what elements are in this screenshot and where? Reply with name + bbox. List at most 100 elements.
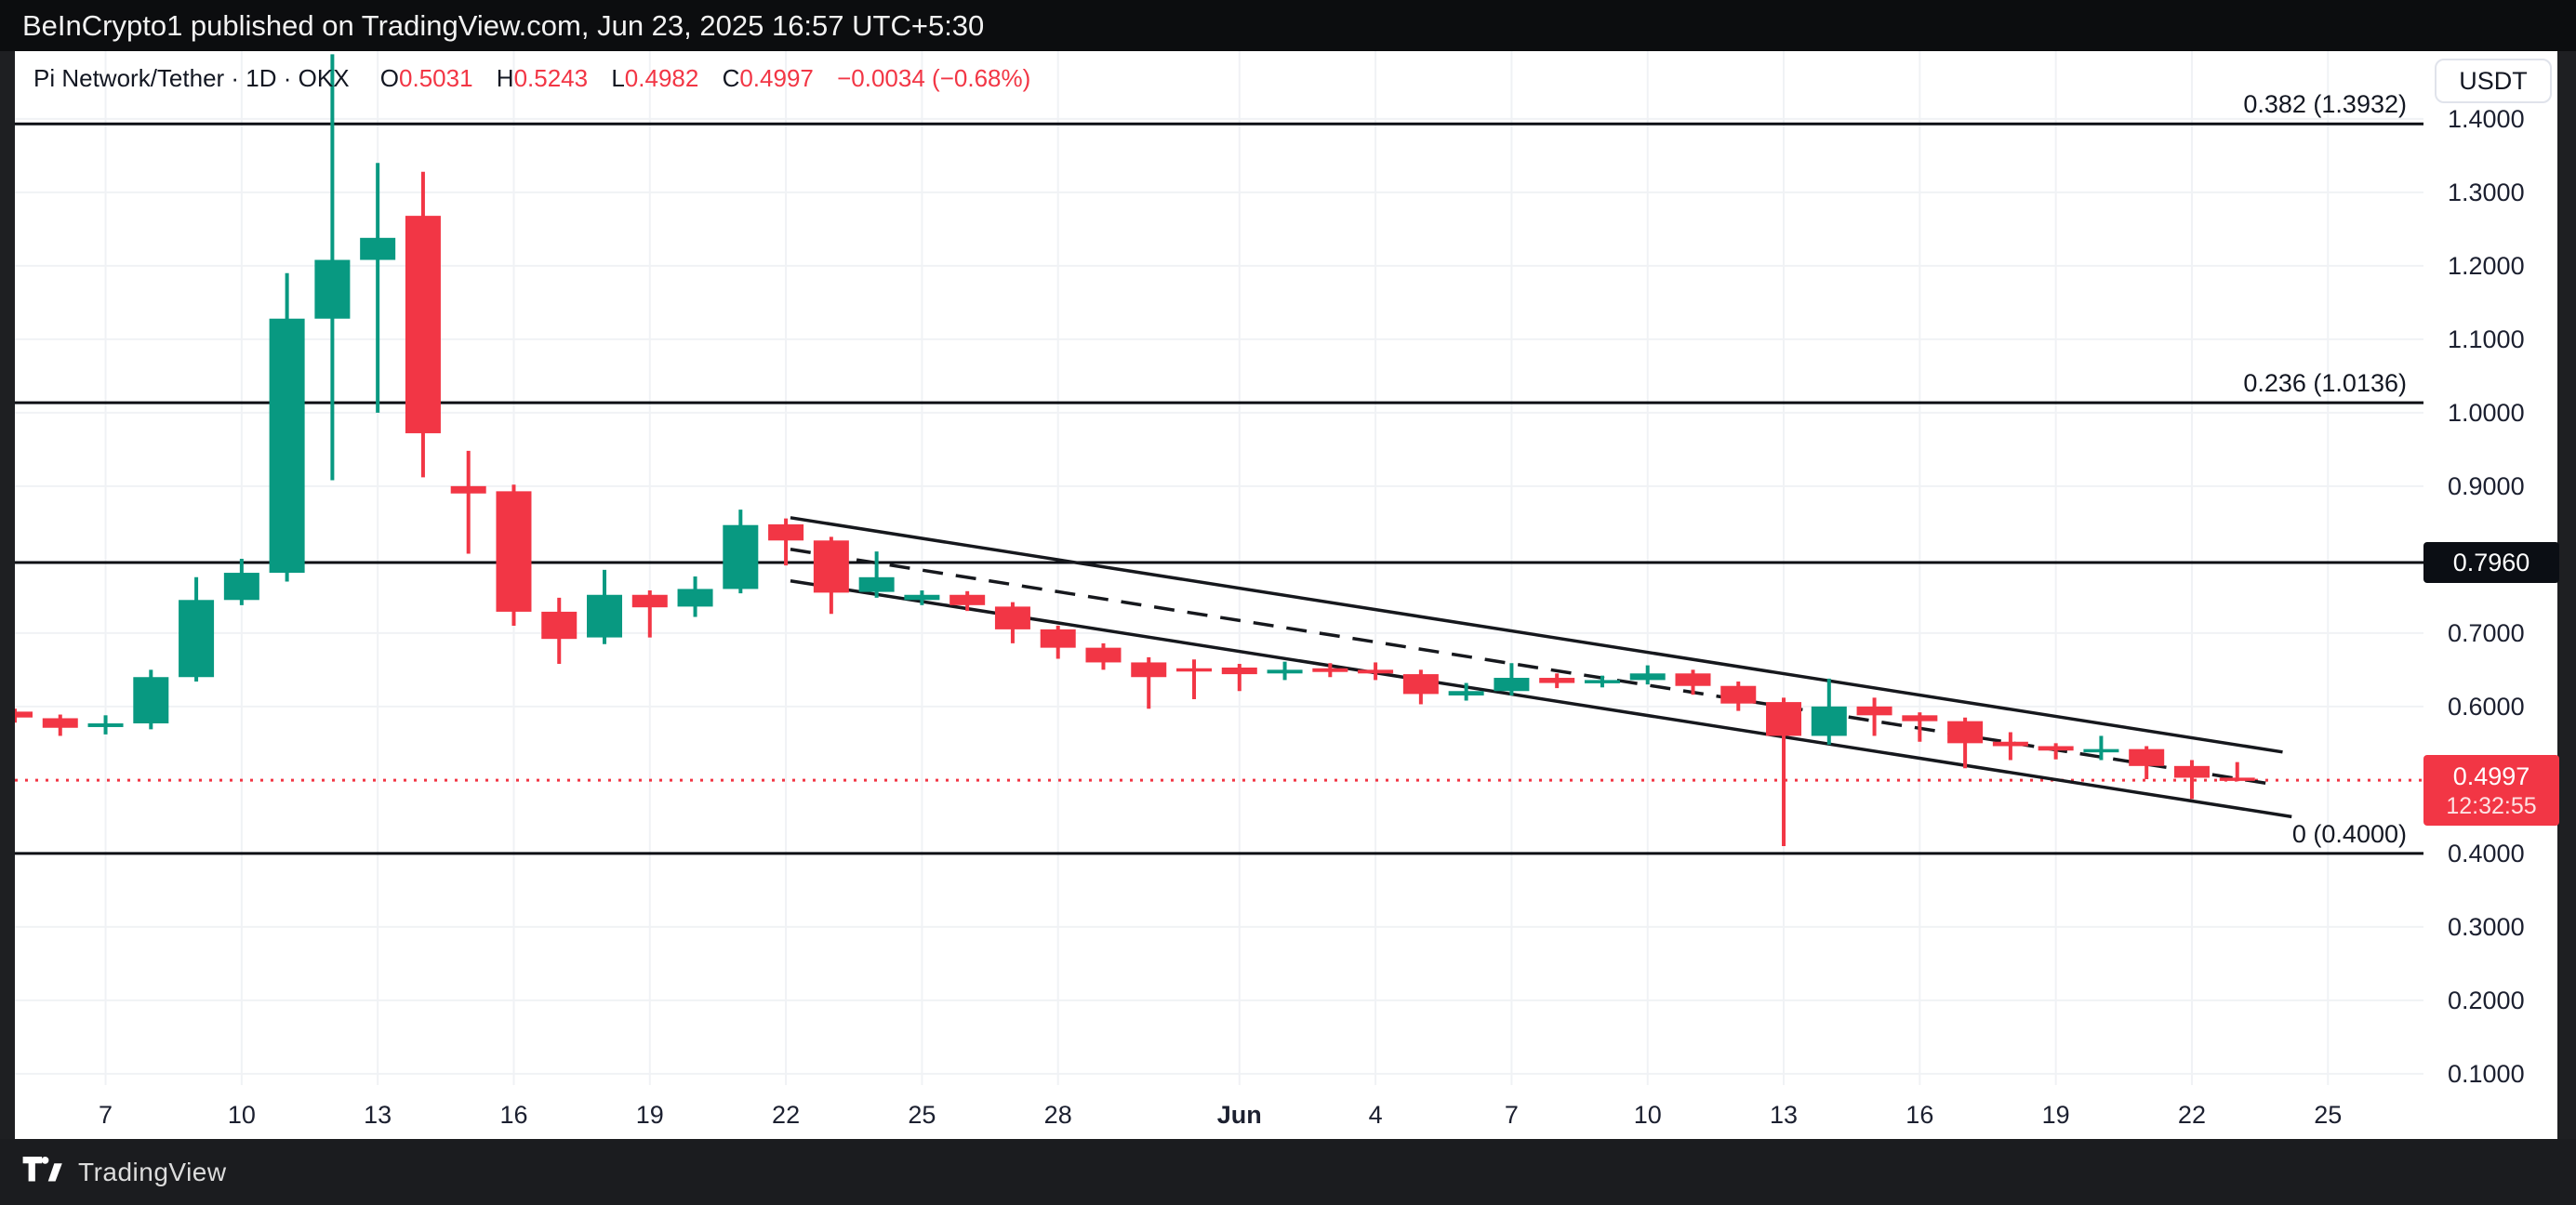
time-axis-label: 25 <box>908 1101 936 1129</box>
time-axis-label: 25 <box>2314 1101 2343 1129</box>
price-axis-label: 0.9000 <box>2448 471 2525 500</box>
candle-body <box>1221 667 1257 675</box>
time-axis-label: 28 <box>1043 1101 1072 1129</box>
close-label: C <box>722 64 740 92</box>
chart-panel: Pi Network/Tether · 1D · OKX O0.5031 H0.… <box>15 51 2559 1139</box>
candle-body <box>87 723 124 727</box>
candle-body <box>1494 678 1530 692</box>
candle-body <box>133 677 169 724</box>
last-price-badge: 0.4997 12:32:55 <box>2423 755 2559 826</box>
candle-body <box>813 540 849 593</box>
time-axis-label: 19 <box>635 1101 664 1129</box>
candle-body <box>1040 629 1076 648</box>
candle-body <box>631 594 668 608</box>
tradingview-logo-icon[interactable] <box>22 1156 65 1188</box>
candle-body <box>994 606 1030 629</box>
symbol-legend: Pi Network/Tether · 1D · OKX O0.5031 H0.… <box>33 64 1030 93</box>
candle-body <box>1085 647 1122 663</box>
candle-body <box>223 573 259 601</box>
price-axis-label: 1.4000 <box>2448 104 2525 133</box>
candle-body <box>1539 678 1575 683</box>
fib-label-0236: 0.236 (1.0136) <box>2243 369 2407 397</box>
price-axis-label: 0.6000 <box>2448 692 2525 721</box>
channel-lower-line <box>790 579 2292 819</box>
time-axis-label: 16 <box>1905 1101 1934 1129</box>
candle-body <box>1312 668 1348 672</box>
candle-countdown: 12:32:55 <box>2446 793 2537 819</box>
attribution-text: BeInCrypto1 published on TradingView.com… <box>22 8 985 42</box>
candle-body <box>1267 669 1303 674</box>
candle-body <box>1131 662 1167 678</box>
price-axis-label: 0.2000 <box>2448 986 2525 1014</box>
time-axis-label: 16 <box>499 1101 528 1129</box>
high-label: H <box>496 64 514 92</box>
time-axis-label: 13 <box>364 1101 392 1129</box>
open-value: 0.5031 <box>399 64 473 92</box>
price-axis-label: 1.3000 <box>2448 178 2525 206</box>
price-axis-label: 0.7000 <box>2448 618 2525 647</box>
time-axis-label: 7 <box>99 1101 113 1129</box>
time-axis-label: 22 <box>2177 1101 2206 1129</box>
candle-body <box>1811 706 1847 736</box>
plot-area[interactable] <box>15 51 2423 1139</box>
candle-body <box>450 485 486 494</box>
fib-label-0: 0 (0.4000) <box>2291 820 2407 848</box>
time-axis-label: 13 <box>1769 1101 1799 1129</box>
high-value: 0.5243 <box>513 64 589 92</box>
price-axis-label: 0.3000 <box>2448 912 2525 941</box>
candle-body <box>1856 706 1892 716</box>
time-axis-label: 7 <box>1504 1101 1519 1129</box>
time-axis-label: 10 <box>227 1101 256 1129</box>
price-axis-label: 0.4000 <box>2448 839 2525 867</box>
candle-body <box>1902 715 1938 722</box>
time-axis-label: Jun <box>1216 1101 1262 1129</box>
candle-body <box>405 216 441 433</box>
candle-body <box>1992 741 2028 747</box>
candle-body <box>541 611 578 640</box>
time-axis-label: 10 <box>1633 1101 1662 1129</box>
candle-body <box>587 594 623 638</box>
candle-body <box>723 524 759 589</box>
symbol-title: Pi Network/Tether · 1D · OKX <box>33 64 350 92</box>
low-label: L <box>611 64 625 92</box>
tradingview-brand-text[interactable]: TradingView <box>78 1157 227 1186</box>
candle-body <box>949 594 986 605</box>
time-axis-label: 22 <box>772 1101 801 1129</box>
candle-body <box>42 718 78 728</box>
price-axis-label: 1.2000 <box>2448 251 2525 280</box>
candle-body <box>1629 673 1666 681</box>
channel-middle-line <box>790 548 2278 788</box>
candle-body <box>1448 691 1484 695</box>
candle-body <box>1402 674 1439 695</box>
open-label: O <box>379 64 400 92</box>
price-axis-label: 1.0000 <box>2448 398 2525 427</box>
candle-body <box>314 259 351 319</box>
candle-body <box>1766 702 1802 736</box>
candle-body <box>15 711 33 718</box>
currency-badge[interactable]: USDT <box>2435 59 2552 103</box>
change-value: −0.0034 (−0.68%) <box>837 64 1031 92</box>
price-axis-label: 0.1000 <box>2448 1059 2525 1088</box>
candle-body <box>2083 748 2119 753</box>
candle-body <box>1720 685 1757 704</box>
close-value: 0.4997 <box>739 64 814 92</box>
candle-body <box>269 318 305 574</box>
candle-body <box>677 589 713 607</box>
candle-body <box>360 237 396 260</box>
candle-body <box>768 523 804 541</box>
top-attribution-bar: BeInCrypto1 published on TradingView.com… <box>0 0 2576 51</box>
candle-body <box>2219 777 2255 781</box>
candle-body <box>2129 748 2165 766</box>
level-price-badge: 0.7960 <box>2423 542 2559 583</box>
footer-bar: TradingView <box>0 1139 2576 1205</box>
low-value: 0.4982 <box>624 64 699 92</box>
price-axis-label: 1.1000 <box>2448 324 2525 353</box>
channel-upper-line <box>790 516 2283 754</box>
candle-body <box>858 576 895 592</box>
time-axis-label: 4 <box>1368 1101 1383 1129</box>
candle-body <box>904 594 940 601</box>
candle-body <box>496 491 532 612</box>
candle-body <box>1358 669 1394 674</box>
candle-body <box>1176 668 1213 672</box>
